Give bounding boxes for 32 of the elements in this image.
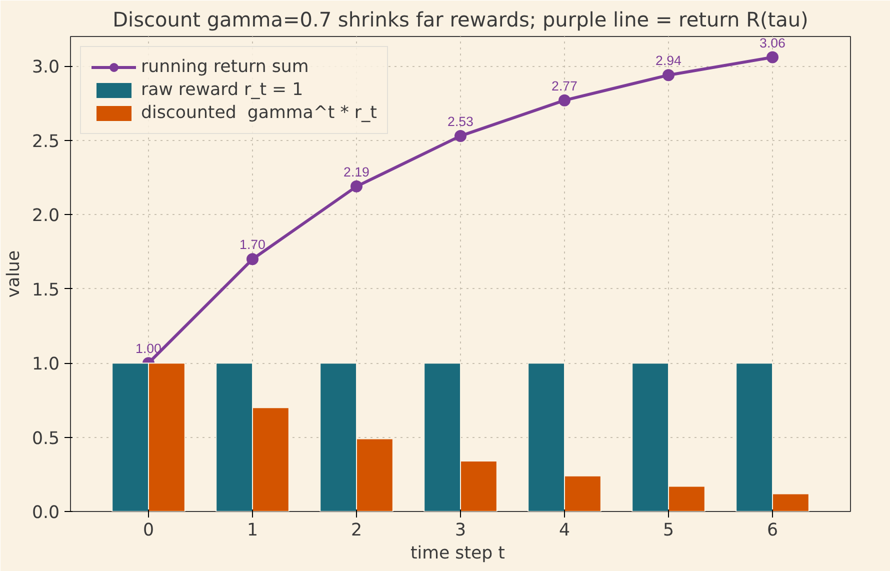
x-tick-label: 2	[350, 520, 362, 540]
legend-label: raw reward r_t = 1	[141, 80, 304, 100]
x-tick-label: 6	[766, 520, 778, 540]
data-label: 2.94	[656, 53, 682, 68]
point	[454, 130, 466, 142]
legend-label: running return sum	[141, 57, 309, 77]
point	[662, 69, 674, 82]
x-axis-title: time step t	[410, 544, 506, 564]
data-label: 3.06	[760, 35, 786, 50]
x-tick-label: 3	[454, 520, 466, 540]
y-tick-label: 2.5	[32, 132, 60, 152]
x-tick-label: 1	[246, 520, 258, 540]
point	[558, 94, 570, 106]
y-axis-title: value	[4, 250, 24, 298]
point	[246, 253, 258, 266]
data-label: 2.19	[344, 164, 370, 180]
chart-title: Discount gamma=0.7 shrinks far rewards; purple line = return R(tau)	[112, 8, 808, 32]
data-label: 2.53	[448, 114, 474, 129]
y-tick-label: 0.0	[32, 503, 60, 523]
y-tick-label: 3.0	[32, 58, 60, 78]
y-tick-label: 1.5	[32, 280, 60, 300]
x-tick-label: 4	[558, 520, 570, 540]
x-tick-label: 0	[142, 520, 154, 540]
legend-label: discounted gamma^t * r_t	[141, 103, 377, 123]
y-tick-label: 1.0	[32, 354, 60, 375]
y-tick-label: 0.5	[32, 428, 60, 449]
x-tick-label: 5	[662, 520, 674, 540]
point	[766, 51, 778, 64]
data-label: 2.77	[552, 78, 578, 94]
y-tick-label: 2.0	[32, 206, 60, 226]
data-label: 1.70	[240, 237, 266, 252]
point	[350, 180, 362, 192]
